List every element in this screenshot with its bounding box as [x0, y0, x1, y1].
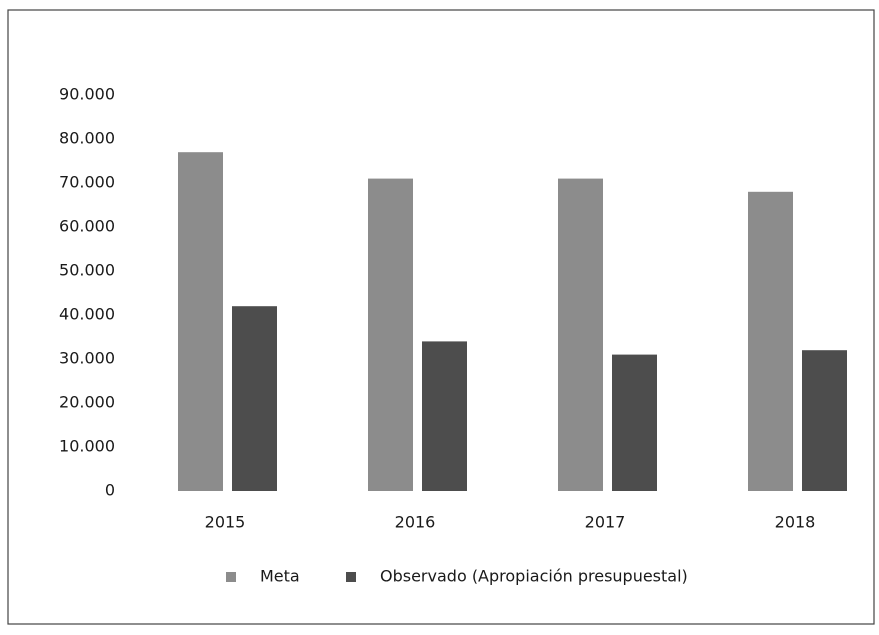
legend-swatch: [346, 572, 356, 582]
y-tick-label: 50.000: [59, 261, 115, 280]
bar: [802, 350, 847, 491]
bar: [612, 354, 657, 491]
y-tick-label: 0: [105, 481, 115, 500]
bar: [232, 306, 277, 491]
y-tick-label: 20.000: [59, 393, 115, 412]
bar: [422, 341, 467, 491]
legend-label: Meta: [260, 567, 300, 586]
bar: [558, 178, 603, 491]
bar: [368, 178, 413, 491]
chart-frame: [7, 9, 875, 625]
y-tick-label: 90.000: [59, 85, 115, 104]
y-tick-label: 40.000: [59, 305, 115, 324]
legend-swatch: [226, 572, 236, 582]
y-tick-label: 10.000: [59, 437, 115, 456]
x-tick-label: 2017: [585, 513, 626, 532]
bar: [748, 191, 793, 492]
x-tick-label: 2016: [395, 513, 436, 532]
y-tick-label: 60.000: [59, 217, 115, 236]
legend-label: Observado (Apropiación presupuestal): [380, 567, 688, 586]
y-tick-label: 70.000: [59, 173, 115, 192]
y-tick-label: 80.000: [59, 129, 115, 148]
x-tick-label: 2018: [775, 513, 816, 532]
y-tick-label: 30.000: [59, 349, 115, 368]
bar: [178, 152, 223, 491]
x-tick-label: 2015: [205, 513, 246, 532]
